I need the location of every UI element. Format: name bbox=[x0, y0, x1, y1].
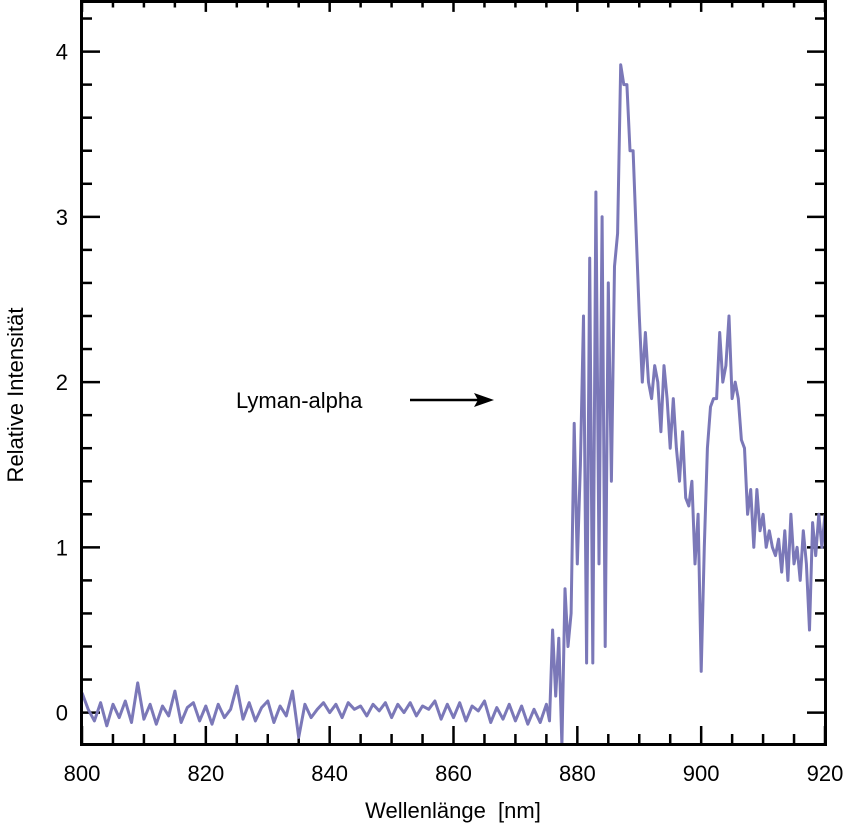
x-tick-label: 820 bbox=[187, 761, 224, 786]
y-tick-label: 1 bbox=[56, 535, 68, 560]
x-axis-label: Wellenlänge [nm] bbox=[365, 798, 541, 823]
y-axis-label: Relative Intensität bbox=[3, 308, 28, 483]
tick-labels: 800 820 840 860 880 900 920 0 1 2 3 4 bbox=[56, 40, 844, 786]
axis-ticks bbox=[80, 2, 827, 744]
x-tick-label: 900 bbox=[683, 761, 720, 786]
x-tick-label: 880 bbox=[559, 761, 596, 786]
annotation-label: Lyman-alpha bbox=[236, 388, 363, 413]
y-tick-label: 0 bbox=[56, 701, 68, 726]
y-tick-label: 3 bbox=[56, 205, 68, 230]
x-tick-label: 800 bbox=[64, 761, 101, 786]
annotation-arrow bbox=[410, 393, 494, 407]
x-tick-label: 840 bbox=[311, 761, 348, 786]
plot-frame bbox=[80, 0, 827, 746]
x-tick-label: 860 bbox=[435, 761, 472, 786]
y-tick-label: 4 bbox=[56, 40, 68, 65]
y-tick-label: 2 bbox=[56, 370, 68, 395]
x-tick-label: 920 bbox=[807, 761, 844, 786]
series-line bbox=[82, 63, 825, 744]
